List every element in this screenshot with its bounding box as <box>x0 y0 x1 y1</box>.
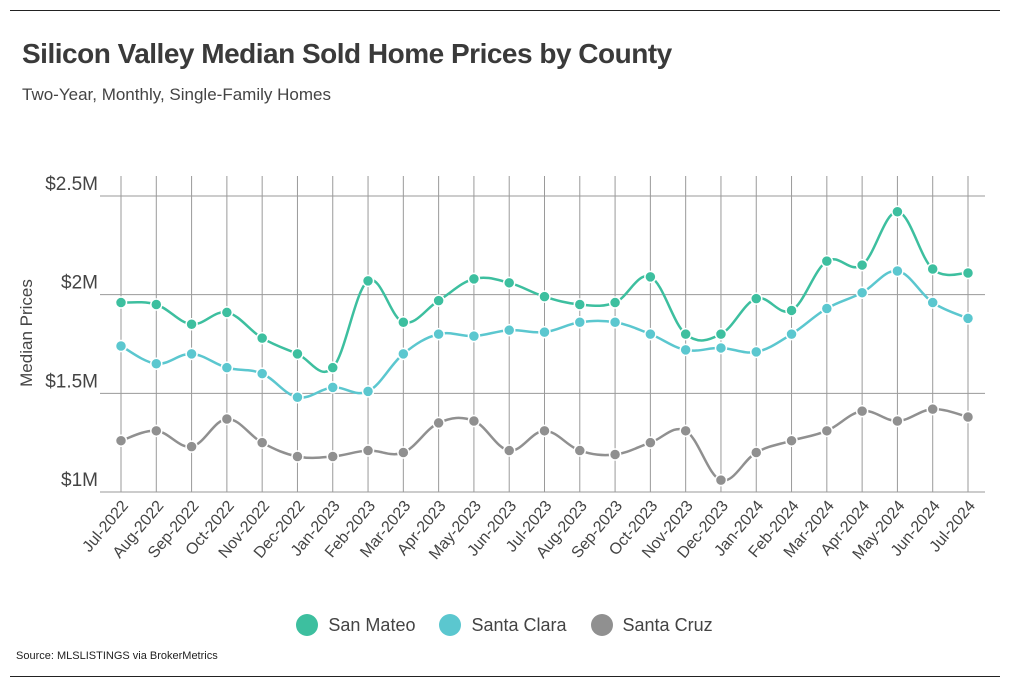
y-axis-label: Median Prices <box>17 279 36 387</box>
data-point-santa-cruz <box>150 424 163 438</box>
data-point-santa-cruz <box>926 402 939 416</box>
data-point-santa-clara <box>820 302 834 315</box>
data-point-san-mateo <box>114 296 128 309</box>
data-point-santa-clara <box>220 361 234 374</box>
data-point-santa-clara <box>785 327 798 341</box>
data-point-san-mateo <box>679 327 692 341</box>
data-point-san-mateo <box>820 254 834 268</box>
data-point-santa-cruz <box>820 424 834 438</box>
data-point-santa-cruz <box>361 444 375 457</box>
legend-label-san-mateo: San Mateo <box>328 614 416 635</box>
data-point-san-mateo <box>926 262 939 276</box>
data-point-santa-cruz <box>255 436 269 449</box>
data-point-santa-clara <box>891 264 904 278</box>
data-point-san-mateo <box>573 298 587 311</box>
data-point-santa-cruz <box>679 424 692 438</box>
legend-marker-santa-cruz <box>590 614 613 636</box>
data-point-santa-clara <box>714 341 728 355</box>
data-point-santa-cruz <box>644 436 657 449</box>
data-point-san-mateo <box>291 347 304 361</box>
legend-label-santa-cruz: Santa Cruz <box>622 614 713 635</box>
data-point-santa-clara <box>502 323 516 337</box>
data-point-santa-clara <box>961 312 975 325</box>
data-point-santa-cruz <box>961 410 975 424</box>
y-tick-label: $2M <box>61 273 98 294</box>
data-point-santa-clara <box>397 347 410 361</box>
data-point-santa-cruz <box>432 416 445 430</box>
legend-marker-san-mateo <box>296 614 319 636</box>
legend-label-santa-clara: Santa Clara <box>471 614 567 635</box>
data-point-san-mateo <box>961 266 975 280</box>
data-point-santa-cruz <box>855 404 869 418</box>
y-axis-ticks: $1M $1.5M $2M $2.5M <box>45 174 98 491</box>
data-point-san-mateo <box>432 294 445 307</box>
data-point-santa-clara <box>679 343 692 357</box>
data-point-san-mateo <box>785 304 798 317</box>
data-point-san-mateo <box>608 296 622 309</box>
data-point-san-mateo <box>502 276 516 290</box>
data-point-santa-clara <box>573 316 587 329</box>
legend-marker-santa-clara <box>439 614 462 636</box>
data-point-santa-cruz <box>397 446 410 459</box>
data-point-santa-cruz <box>467 414 481 428</box>
data-point-santa-clara <box>114 339 128 353</box>
data-point-santa-clara <box>432 327 445 341</box>
data-point-santa-cruz <box>114 434 128 447</box>
data-point-santa-cruz <box>538 424 551 438</box>
legend-item-santa-clara: Santa Clara <box>439 614 567 636</box>
data-point-san-mateo <box>891 205 904 219</box>
series-group <box>114 205 975 487</box>
data-point-santa-cruz <box>608 448 622 461</box>
y-tick-label: $1.5M <box>45 371 98 392</box>
data-point-santa-cruz <box>714 473 728 487</box>
data-point-santa-cruz <box>326 450 339 463</box>
data-point-san-mateo <box>467 272 481 286</box>
data-point-san-mateo <box>855 258 869 272</box>
legend-item-san-mateo: San Mateo <box>296 614 415 636</box>
data-point-santa-clara <box>185 347 198 361</box>
data-point-santa-cruz <box>185 440 198 453</box>
data-point-santa-cruz <box>291 450 304 463</box>
data-point-san-mateo <box>644 270 657 284</box>
data-point-santa-clara <box>467 329 481 343</box>
x-axis-ticks: Jul-2022Aug-2022Sep-2022Oct-2022Nov-2022… <box>80 498 980 564</box>
data-point-santa-clara <box>255 367 269 380</box>
data-point-san-mateo <box>185 318 198 331</box>
data-point-santa-clara <box>750 345 763 359</box>
data-point-santa-clara <box>538 325 551 339</box>
data-point-santa-cruz <box>220 412 234 426</box>
chart-subtitle: Two-Year, Monthly, Single-Family Homes <box>22 85 331 104</box>
data-point-santa-cruz <box>502 444 516 457</box>
data-point-santa-cruz <box>891 414 904 428</box>
data-point-san-mateo <box>538 290 551 303</box>
data-point-san-mateo <box>326 361 339 374</box>
source-note: Source: MLSLISTINGS via BrokerMetrics <box>16 650 218 662</box>
top-rule <box>10 10 1000 11</box>
data-point-san-mateo <box>397 316 410 329</box>
data-point-san-mateo <box>220 306 234 319</box>
data-point-san-mateo <box>361 274 375 288</box>
data-point-santa-clara <box>608 316 622 329</box>
y-tick-label: $1M <box>61 470 98 491</box>
data-point-santa-clara <box>644 327 657 341</box>
data-point-santa-clara <box>291 391 304 404</box>
chart-title: Silicon Valley Median Sold Home Prices b… <box>22 38 672 69</box>
data-point-san-mateo <box>750 292 763 305</box>
data-point-santa-clara <box>855 286 869 299</box>
data-point-san-mateo <box>255 331 269 345</box>
y-tick-label: $2.5M <box>45 174 98 195</box>
data-point-santa-clara <box>150 357 163 370</box>
data-point-santa-cruz <box>573 444 587 457</box>
data-point-san-mateo <box>150 298 163 311</box>
legend: San Mateo Santa Clara Santa Cruz <box>0 614 1009 636</box>
data-point-santa-cruz <box>785 434 798 447</box>
bottom-rule <box>10 676 1000 677</box>
data-point-san-mateo <box>714 327 728 341</box>
data-point-santa-clara <box>361 385 375 398</box>
data-point-santa-cruz <box>750 446 763 459</box>
data-point-santa-clara <box>926 296 939 309</box>
legend-item-santa-cruz: Santa Cruz <box>590 614 713 636</box>
data-point-santa-clara <box>326 381 339 394</box>
